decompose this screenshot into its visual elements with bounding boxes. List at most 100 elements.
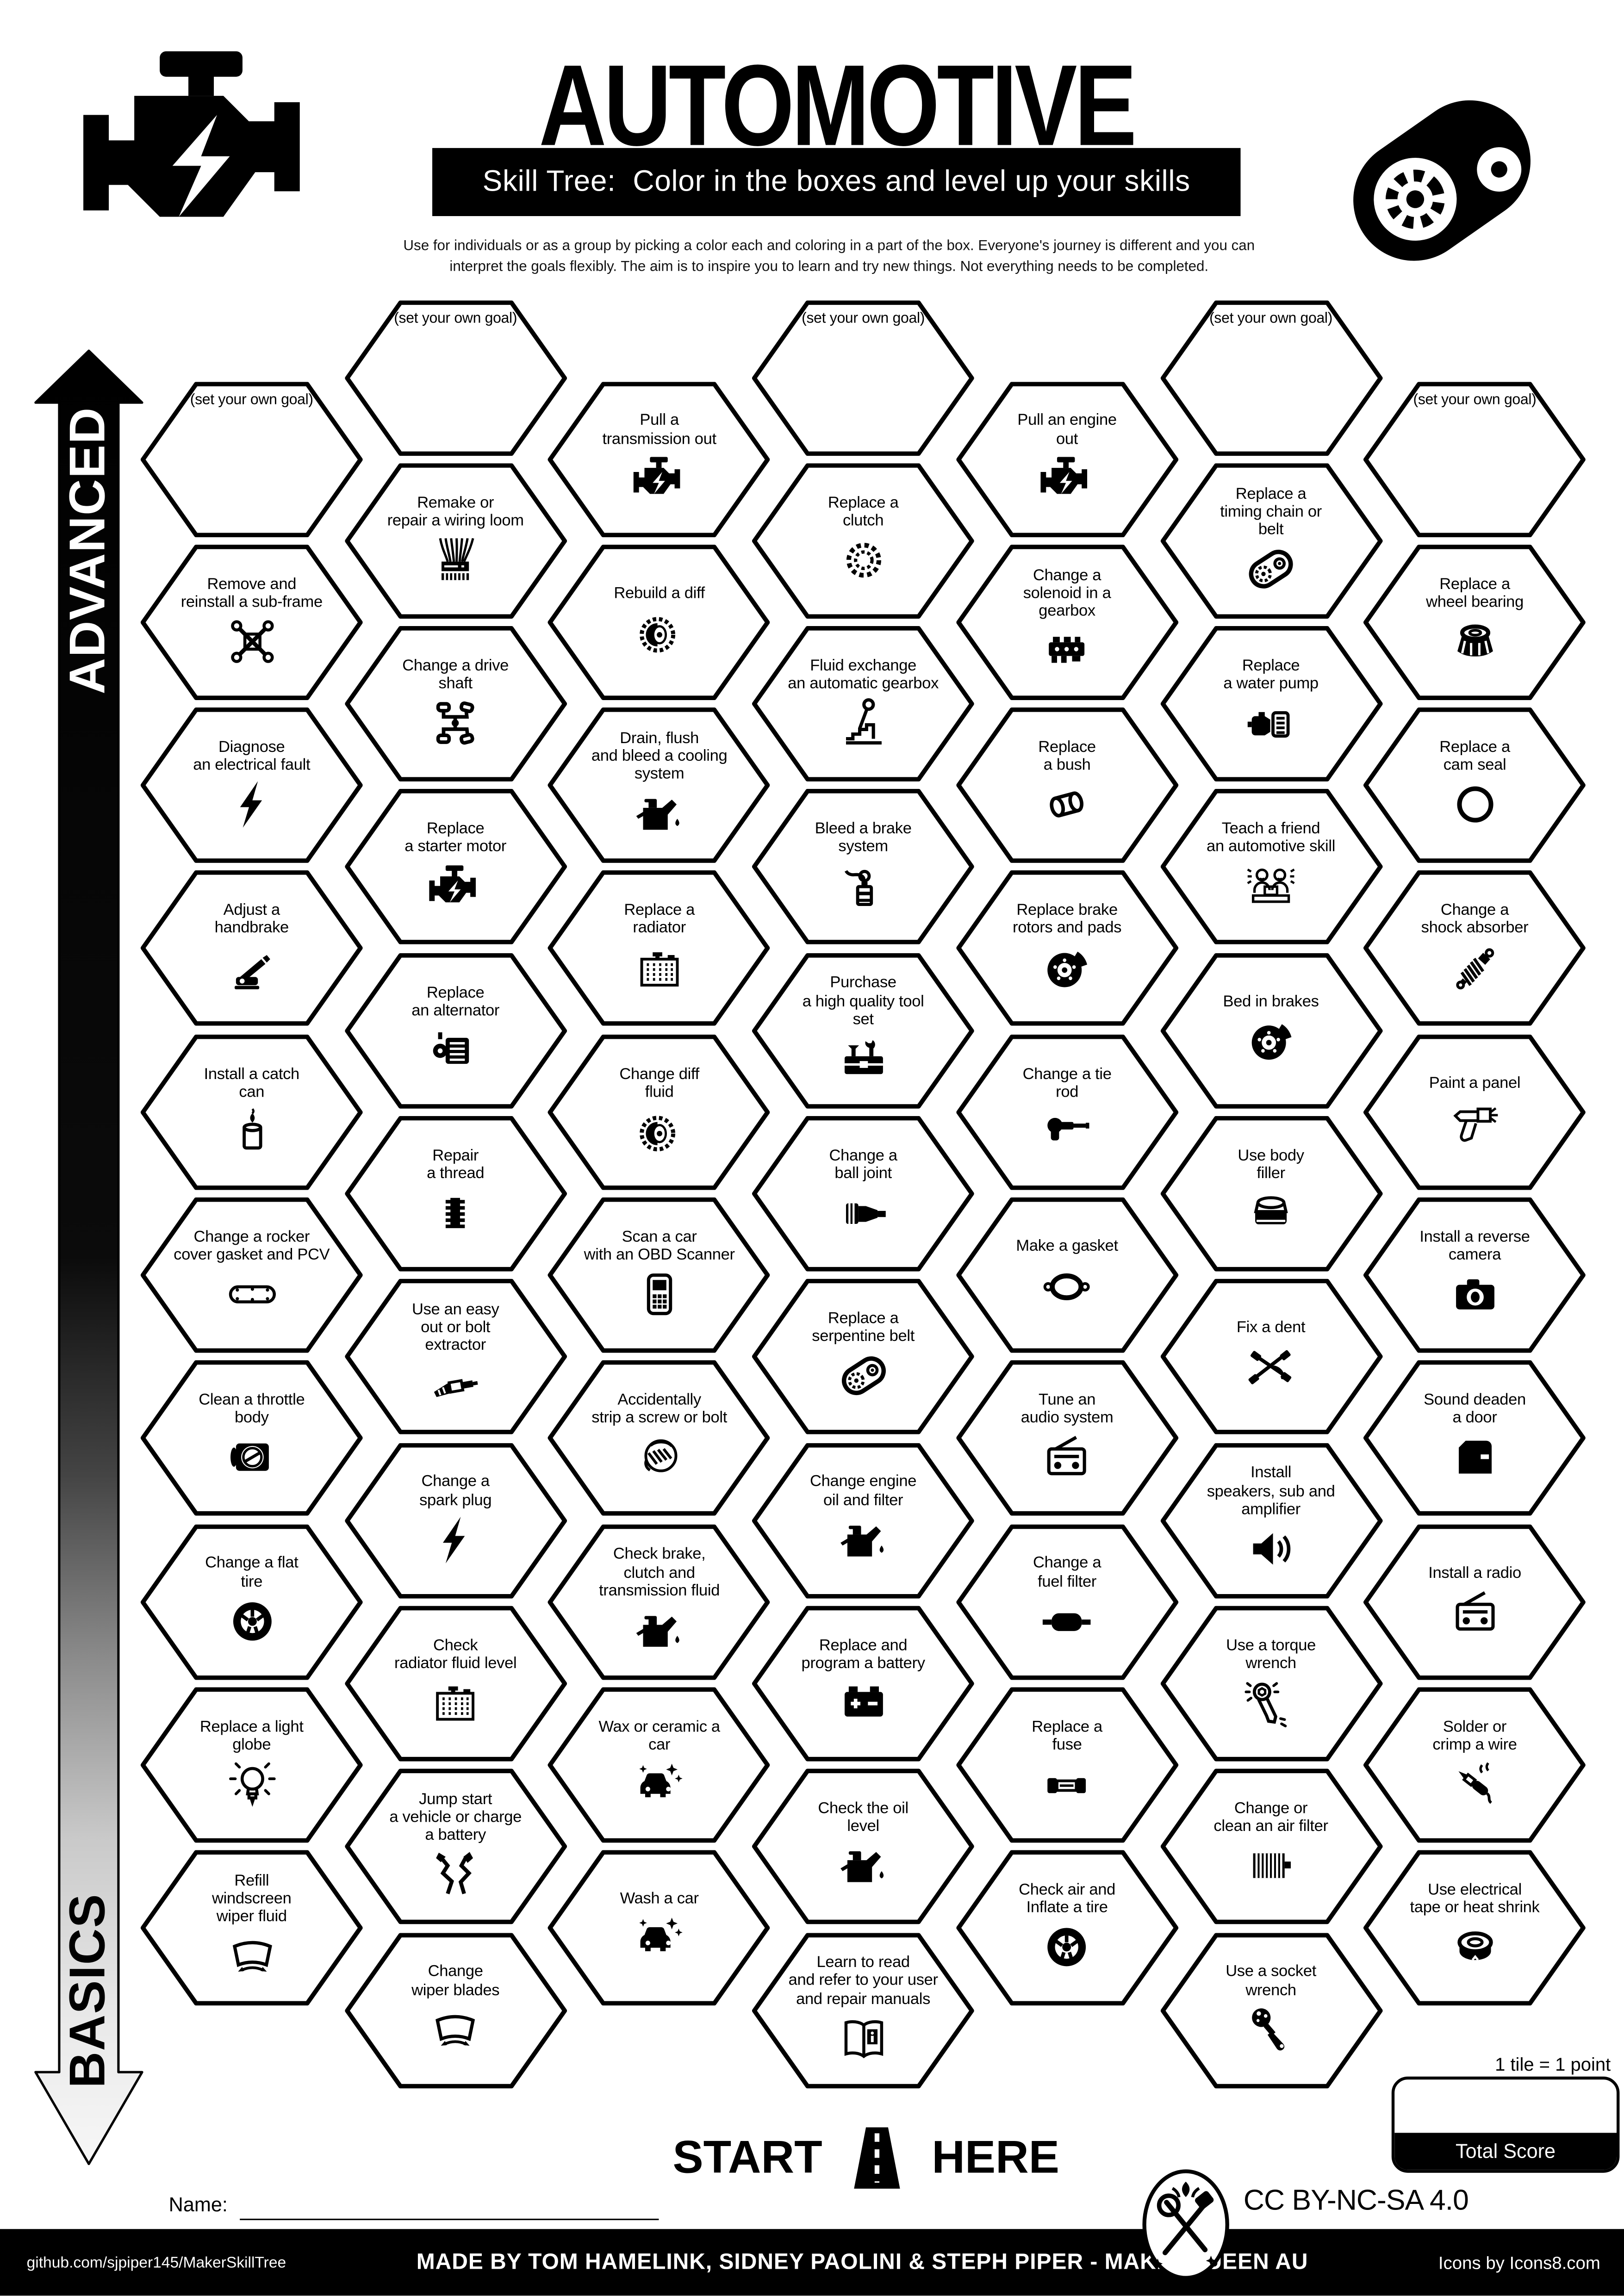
hex-tile: Change a rocker cover gasket and PCV — [140, 1197, 363, 1353]
hex-tile: Repair a thread — [344, 1116, 567, 1272]
hex-label: Change or clean an air filter — [1213, 1800, 1328, 1836]
hex-label: Learn to read and refer to your user and… — [788, 1954, 938, 2008]
hex-label: Replace a water pump — [1223, 657, 1319, 693]
hex-tile: Bed in brakes — [1160, 952, 1382, 1108]
hex-tile-custom-goal: (set your own goal) — [752, 299, 975, 455]
bush-icon — [1039, 777, 1094, 832]
hex-tile: Check air and Inflate a tire — [956, 1850, 1178, 2006]
hex-label: Change a tie rod — [1022, 1065, 1112, 1101]
footer-repo-url: github.com/sjpiper145/MakerSkillTree — [26, 2253, 286, 2271]
hex-label: Replace a cam seal — [1439, 738, 1510, 775]
hex-tile: Install a reverse camera — [1363, 1197, 1586, 1353]
hex-tile: Change a drive shaft — [344, 626, 567, 782]
torque-wrench-icon — [1244, 1675, 1298, 1730]
subframe-icon — [224, 614, 279, 669]
hex-tile: Change engine oil and filter — [752, 1442, 975, 1598]
hex-label: Diagnose an electrical fault — [193, 738, 311, 775]
hex-label: Change a drive shaft — [402, 657, 509, 693]
hex-tile: Learn to read and refer to your user and… — [752, 1932, 975, 2088]
footer-credits: MADE BY TOM HAMELINK, SIDNEY PAOLINI & S… — [416, 2250, 1308, 2275]
hex-label: Teach a friend an automotive skill — [1207, 820, 1336, 856]
page-title: AUTOMOTIVE — [539, 40, 1137, 170]
hex-tile: Wax or ceramic a car — [548, 1687, 771, 1843]
wiring-loom-icon — [428, 533, 483, 587]
hex-tile: Use electrical tape or heat shrink — [1363, 1850, 1586, 2006]
battery-icon — [836, 1675, 890, 1730]
jumper-cables-icon — [428, 1848, 483, 1903]
hex-label: Replace a fuse — [1032, 1718, 1102, 1754]
hex-label: (set your own goal) — [190, 391, 313, 408]
hex-tile: Tune an audio system — [956, 1360, 1178, 1516]
hex-label: Use a socket wrench — [1226, 1963, 1317, 1999]
engine-icon — [632, 451, 687, 506]
hex-tile: Bleed a brake system — [752, 789, 975, 945]
hex-label: Replace and program a battery — [801, 1636, 925, 1673]
hex-tile: Replace a radiator — [548, 871, 771, 1026]
gear-shifter-icon — [836, 696, 890, 751]
footer-bar: github.com/sjpiper145/MakerSkillTree MAD… — [0, 2229, 1624, 2296]
hex-label: Pull a transmission out — [602, 412, 716, 448]
hex-tile: Replace brake rotors and pads — [956, 871, 1178, 1026]
hex-tile: Purchase a high quality tool set — [752, 952, 975, 1108]
soldering-iron-icon — [1447, 1757, 1502, 1812]
hex-label: Jump start a vehicle or charge a battery — [389, 1791, 522, 1845]
clean-car-icon — [632, 1911, 687, 1966]
hex-tile: Install a catch can — [140, 1034, 363, 1190]
subtitle-text: Skill Tree: Color in the boxes and level… — [482, 165, 1190, 198]
drive-shaft-icon — [428, 696, 483, 751]
engine-icon — [428, 859, 483, 914]
hex-tile: Change a solenoid in a gearbox — [956, 544, 1178, 700]
hex-label: Install a reverse camera — [1419, 1228, 1530, 1264]
hex-label: Solder or crimp a wire — [1432, 1718, 1517, 1754]
hex-tile: Change a shock absorber — [1363, 871, 1586, 1026]
socket-wrench-icon — [1244, 2002, 1298, 2057]
spray-gun-icon — [1447, 1095, 1502, 1149]
toolbox-icon — [836, 1031, 890, 1086]
hex-tile: Use a torque wrench — [1160, 1606, 1382, 1762]
throttle-body-icon — [224, 1431, 279, 1485]
hex-label: Scan a car with an OBD Scanner — [584, 1228, 735, 1264]
hex-label: Replace an alternator — [411, 983, 500, 1019]
belt-pulleys-icon — [836, 1349, 890, 1404]
radio-icon — [1039, 1431, 1094, 1485]
bolt-extractor-icon — [428, 1358, 483, 1413]
score-entry-space — [1394, 2079, 1617, 2133]
hex-tile: Use an easy out or bolt extractor — [344, 1279, 567, 1435]
description: Use for individuals or as a group by pic… — [222, 237, 1436, 278]
facepalm-icon — [632, 1431, 687, 1485]
dent-tools-icon — [1244, 1340, 1298, 1395]
air-filter-icon — [1244, 1839, 1298, 1893]
hex-label: Drain, flush and bleed a cooling system — [591, 729, 728, 783]
hex-label: Make a gasket — [1016, 1237, 1118, 1255]
wiper-icon — [428, 2002, 483, 2057]
clutch-disc-icon — [836, 533, 890, 587]
hex-label: (set your own goal) — [394, 310, 517, 327]
hex-tile: Remove and reinstall a sub-frame — [140, 544, 363, 700]
hex-label: Check brake, clutch and transmission flu… — [599, 1545, 720, 1600]
gasket-icon — [1039, 1258, 1094, 1313]
hex-tile: Replace a fuse — [956, 1687, 1178, 1843]
oil-can-icon — [632, 787, 687, 841]
hex-tile: Check the oil level — [752, 1769, 975, 1924]
wheel-icon — [224, 1594, 279, 1648]
hex-tile: Change wiper blades — [344, 1932, 567, 2088]
hex-label: Change diff fluid — [619, 1065, 699, 1101]
footer-icons-credit: Icons by Icons8.com — [1438, 2252, 1600, 2273]
brake-disc-icon — [1244, 1013, 1298, 1068]
hex-tile: Replace an alternator — [344, 952, 567, 1108]
hex-label: Replace a light globe — [199, 1718, 304, 1754]
hex-tile-custom-goal: (set your own goal) — [1160, 299, 1382, 455]
here-text: HERE — [932, 2131, 1059, 2184]
hex-tile: Use body filler — [1160, 1116, 1382, 1272]
hex-label: Paint a panel — [1429, 1074, 1521, 1092]
body-filler-icon — [1244, 1186, 1298, 1241]
oil-can-icon — [836, 1512, 890, 1567]
hex-tile: Paint a panel — [1363, 1034, 1586, 1190]
hex-tile: Solder or crimp a wire — [1363, 1687, 1586, 1843]
shock-absorber-icon — [1447, 941, 1502, 995]
hex-tile: Wash a car — [548, 1850, 771, 2006]
oil-can-icon — [632, 1603, 687, 1657]
handbrake-icon — [224, 941, 279, 995]
hex-label: Replace a clutch — [828, 494, 899, 530]
hex-label: Purchase a high quality tool set — [802, 974, 924, 1029]
